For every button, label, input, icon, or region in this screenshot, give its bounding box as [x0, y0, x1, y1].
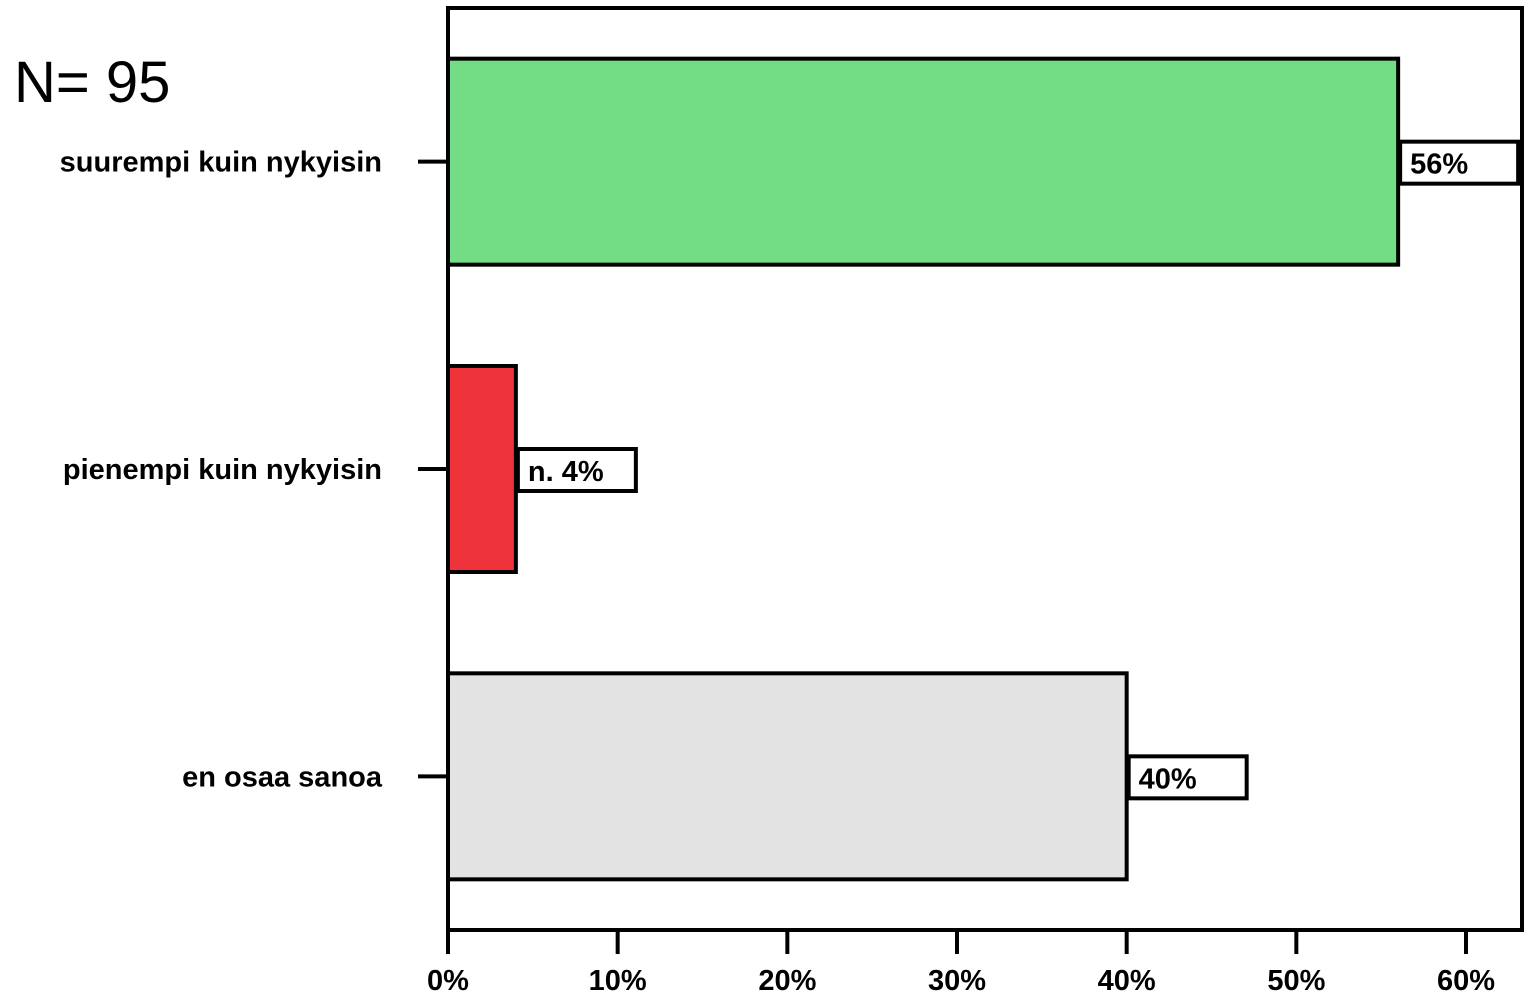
x-tick-label-3: 20% — [758, 965, 816, 994]
x-tick-label-4: 30% — [928, 965, 986, 994]
plot-area: suurempi kuin nykyisin 56% pienempi kuin n… — [60, 6, 1524, 994]
data-label-3: 40% — [1139, 763, 1197, 795]
category-label-2: pienempi kuin nykyisin — [63, 454, 382, 486]
data-label-box-2 — [515, 447, 638, 493]
data-label-2: n. 4% — [528, 456, 604, 488]
bar-1 — [446, 56, 1401, 267]
data-label-1: 56% — [1410, 149, 1468, 181]
category-label-3: en osaa sanoa — [182, 761, 383, 793]
x-tick-label-7: 60% — [1437, 965, 1495, 994]
sample-size-label: N= 95 — [14, 50, 170, 115]
category-label-1: suurempi kuin nykyisin — [60, 147, 382, 179]
data-label-box-3 — [1126, 754, 1249, 801]
x-tick-label-5: 40% — [1098, 965, 1156, 994]
bar-2 — [446, 364, 518, 574]
x-tick-label-2: 10% — [589, 965, 647, 994]
x-tick-label-6: 50% — [1267, 965, 1325, 994]
data-label-box-1 — [1398, 139, 1521, 186]
bar-3 — [446, 671, 1129, 882]
x-tick-label-1: 0% — [427, 965, 469, 994]
